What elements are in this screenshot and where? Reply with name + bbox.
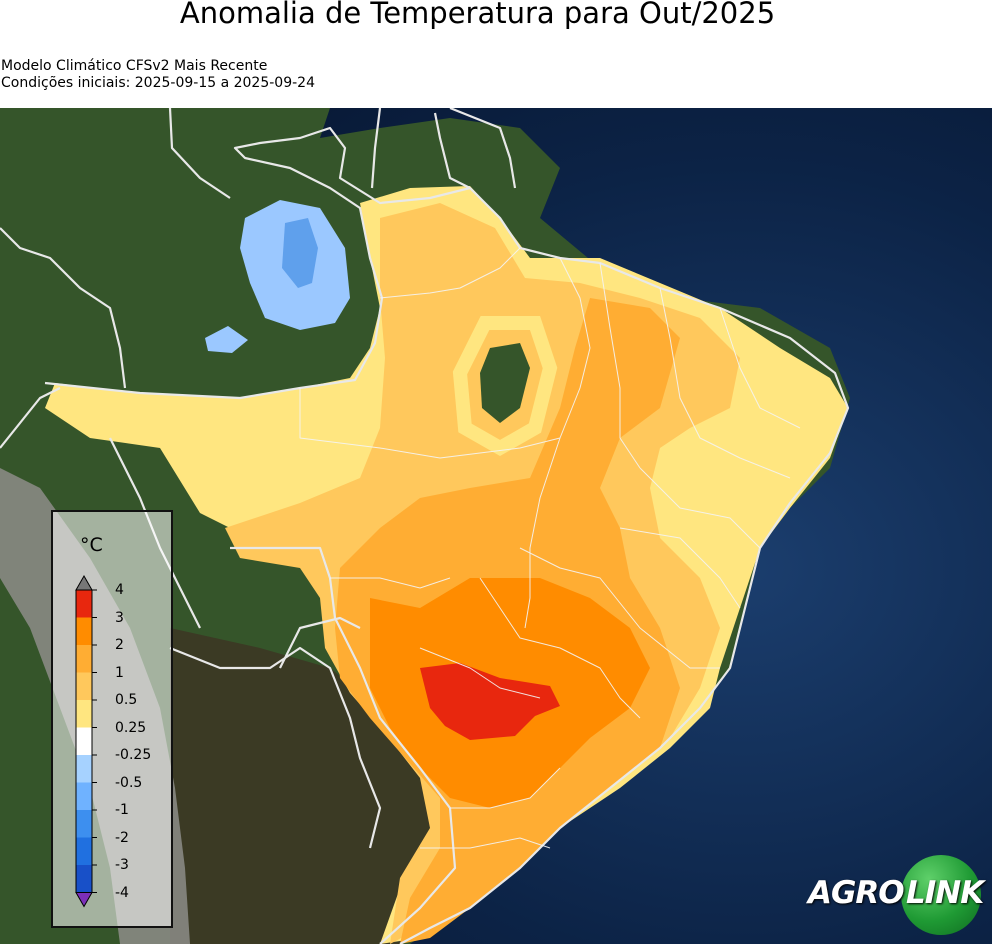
- temperature-anomaly-map: [0, 108, 992, 944]
- legend-tick-label: -4: [115, 884, 129, 901]
- legend-tick-label: -3: [115, 857, 129, 873]
- logo-circle: [901, 855, 981, 935]
- legend-color-2: [76, 645, 92, 673]
- legend-colorbar: [75, 574, 97, 908]
- map-title: Anomalia de Temperatura para Out/2025: [179, 0, 776, 30]
- south-interior-land: [170, 628, 460, 944]
- anomaly-neutral-center: [480, 343, 530, 423]
- anomaly-025-ring-center: [452, 316, 558, 457]
- brazil-border: [44, 126, 850, 944]
- legend-tick-label: -2: [115, 829, 129, 846]
- anomaly-3-4: [420, 663, 560, 740]
- legend-tick-label: 0.5: [115, 692, 138, 708]
- borders: [0, 108, 850, 944]
- legend-tick-label: 3: [115, 609, 124, 626]
- legend-color-8: [76, 810, 92, 838]
- anomaly-neg-small: [205, 326, 248, 353]
- logo-text-link: LINK: [906, 875, 984, 911]
- legend-color-0: [76, 590, 92, 618]
- legend-tick-label: -1: [115, 802, 129, 818]
- agrolink-logo: AGRO LINK: [808, 855, 984, 935]
- legend-tick-label: 1: [115, 664, 124, 681]
- legend-color-6: [76, 755, 92, 783]
- legend-color-4: [76, 700, 92, 728]
- legend-tick-label: 4: [115, 582, 124, 598]
- legend-color-7: [76, 782, 92, 810]
- legend-tick-label: 0.25: [115, 719, 147, 736]
- brazil-west-border: [230, 546, 457, 944]
- initial-conditions-subtitle: Condições iniciais: 2025-09-15 a 2025-09…: [1, 75, 315, 91]
- legend-tick-label: -0.25: [115, 747, 152, 763]
- legend-unit-label: °C: [80, 534, 103, 556]
- logo-text-agro: AGRO: [808, 875, 905, 911]
- legend-panel: [51, 510, 173, 928]
- legend-color-5: [76, 727, 92, 755]
- model-subtitle: Modelo Climático CFSv2 Mais Recente: [1, 58, 268, 74]
- legend-tick-label: 2: [115, 637, 124, 653]
- legend-tick-label: -0.5: [115, 774, 143, 791]
- legend-color-3: [76, 672, 92, 700]
- legend-color-1: [76, 617, 92, 645]
- legend-frame: [75, 589, 93, 893]
- legend-color-9: [76, 837, 92, 865]
- anomaly-neg-05-1: [282, 218, 318, 288]
- legend-over-triangle: [75, 574, 93, 591]
- legend-color-10: [76, 865, 92, 893]
- legend-under-triangle: [75, 892, 93, 908]
